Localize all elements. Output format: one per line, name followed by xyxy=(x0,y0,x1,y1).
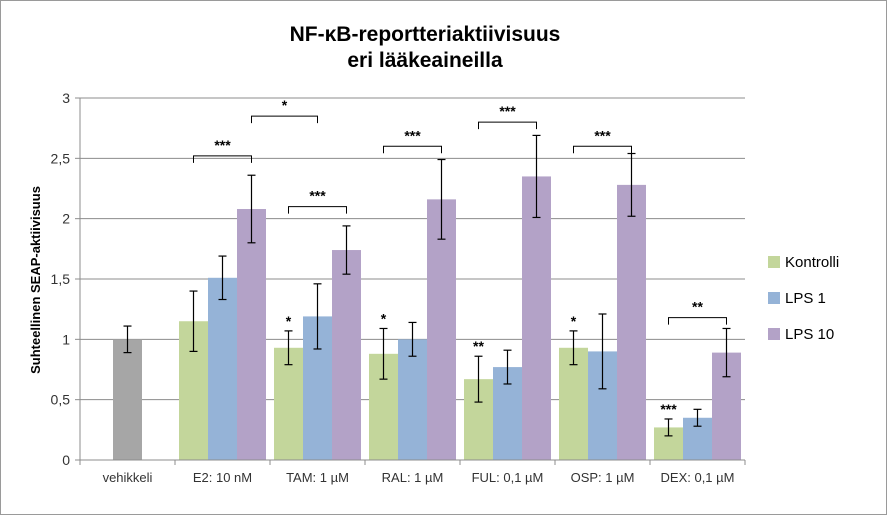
error-bar xyxy=(664,418,673,437)
significance-mark: *** xyxy=(660,401,677,417)
significance-bracket: *** xyxy=(193,137,252,163)
bracket-label: *** xyxy=(499,103,516,119)
significance-bracket: *** xyxy=(383,127,442,154)
legend-swatch xyxy=(768,292,780,304)
axes: 0 0,5 1 1,5 2 2,5 3 vehikkeli E2: 10 nM TAM: 1 µM… xyxy=(51,90,746,485)
error-bar xyxy=(532,134,541,219)
bracket-label: * xyxy=(282,97,288,113)
bracket-line xyxy=(573,145,632,154)
bracket-line xyxy=(251,115,318,124)
bar-kontrolli xyxy=(559,347,588,460)
error-bar xyxy=(474,355,483,403)
significance-mark: * xyxy=(286,313,292,329)
bar-lps-1 xyxy=(398,339,427,460)
error-bar xyxy=(437,158,446,240)
bracket-line xyxy=(668,317,727,325)
legend-label: Kontrolli xyxy=(785,254,839,271)
bars xyxy=(113,134,741,461)
error-bar xyxy=(218,255,227,301)
error-bar xyxy=(569,330,578,366)
error-bar xyxy=(284,330,293,366)
y-tick-label: 0 xyxy=(62,452,70,468)
significance-bracket: *** xyxy=(288,188,347,214)
chart-title-line2: eri lääkeaineilla xyxy=(347,49,503,72)
bracket-line xyxy=(478,121,537,130)
x-tick-label: DEX: 0,1 µM xyxy=(661,470,735,485)
x-tick-label: FUL: 0,1 µM xyxy=(472,470,544,485)
bracket-label: *** xyxy=(404,127,421,143)
bar-kontrolli xyxy=(274,347,303,460)
bracket-line xyxy=(383,145,442,154)
error-bar xyxy=(627,152,636,217)
y-axis-label: Suhteellinen SEAP-aktiivisuus xyxy=(28,186,43,374)
bar-vehikkeli xyxy=(113,339,142,460)
error-bar xyxy=(313,283,322,350)
bracket-label: *** xyxy=(309,188,326,204)
x-tick-label: OSP: 1 µM xyxy=(571,470,635,485)
y-tick-label: 1 xyxy=(62,331,70,347)
significance-mark: ** xyxy=(473,338,484,354)
error-bar xyxy=(379,327,388,380)
y-tick-label: 2 xyxy=(62,211,70,227)
bracket-label: ** xyxy=(692,299,703,315)
bar-lps-1 xyxy=(208,277,237,460)
bar-lps-10 xyxy=(617,184,646,460)
bar-lps-10 xyxy=(332,250,361,460)
error-bar-vehikkeli xyxy=(123,325,132,354)
significance-mark: * xyxy=(571,313,577,329)
legend-label: LPS 10 xyxy=(785,326,834,343)
legend-swatch xyxy=(768,328,780,340)
chart-title-line1: NF-κB-reportteriaktiivisuus xyxy=(290,23,561,46)
significance-mark: * xyxy=(381,310,387,326)
error-bar xyxy=(693,408,702,427)
error-bar xyxy=(722,327,731,378)
x-tick-label: E2: 10 nM xyxy=(193,470,252,485)
bar-lps-10 xyxy=(522,176,551,460)
bracket-line xyxy=(193,155,252,163)
bar-lps-10 xyxy=(237,209,266,460)
y-tick-label: 3 xyxy=(62,90,70,106)
error-bar xyxy=(598,313,607,390)
error-bar xyxy=(342,225,351,275)
x-tick-label: vehikkeli xyxy=(103,470,153,485)
x-tick-label: RAL: 1 µM xyxy=(382,470,444,485)
error-bar xyxy=(247,174,256,244)
bar-lps-10 xyxy=(427,199,456,461)
annotations: * ************************* xyxy=(193,97,727,417)
significance-bracket: *** xyxy=(573,127,632,154)
significance-bracket: *** xyxy=(478,103,537,130)
bracket-label: *** xyxy=(594,127,611,143)
bracket-line xyxy=(288,206,347,214)
y-tick-label: 0,5 xyxy=(51,392,71,408)
legend: Kontrolli LPS 1 LPS 10 xyxy=(768,254,839,343)
error-bar xyxy=(503,349,512,385)
bracket-label: *** xyxy=(214,137,231,153)
error-bar xyxy=(189,290,198,352)
error-bar xyxy=(408,321,417,357)
significance-bracket: ** xyxy=(668,299,727,325)
legend-label: LPS 1 xyxy=(785,290,826,307)
y-tick-label: 1,5 xyxy=(51,271,71,287)
legend-swatch xyxy=(768,256,780,268)
significance-bracket: * xyxy=(251,97,318,124)
y-tick-label: 2,5 xyxy=(51,150,71,166)
x-tick-label: TAM: 1 µM xyxy=(286,470,349,485)
